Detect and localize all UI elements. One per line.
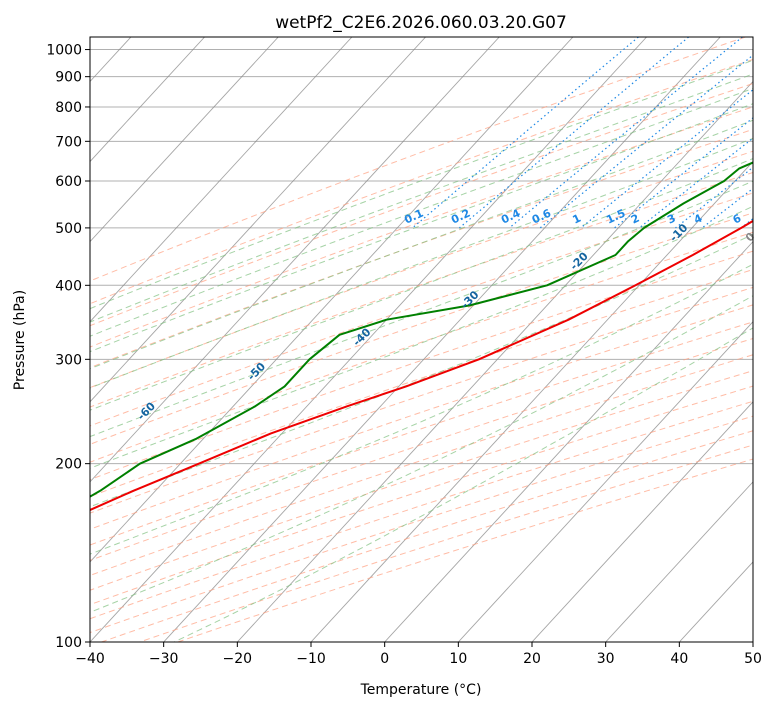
isotherm-line [385,37,775,642]
moist-adiabat [174,37,775,642]
isotherm-label: -60 [135,399,158,422]
dry-adiabat [140,37,775,642]
mixing-ratio-label: 0.4 [499,206,522,226]
dry-adiabat [0,37,745,642]
y-tick-label: 500 [55,221,82,237]
mixing-ratio-label: 0.6 [530,206,553,226]
y-tick-label: 1000 [46,43,82,59]
mixing-ratio-label: 4 [692,211,705,226]
y-tick-label: 900 [55,70,82,86]
dry-adiabat [0,37,775,642]
x-tick-label: 10 [449,651,467,667]
isotherm-line [532,37,775,642]
y-tick-label: 100 [55,635,82,651]
y-tick-label: 600 [55,174,82,190]
isotherm-line [164,37,721,642]
mixing-ratio-label: 1 [571,212,583,227]
dry-adiabat [63,37,775,642]
isotherm-label: -40 [350,325,373,348]
isotherm-line [679,37,775,642]
x-tick-label: −40 [75,651,105,667]
x-tick-label: −10 [296,651,326,667]
y-tick-label: 700 [55,134,82,150]
isotherm-line [311,37,775,642]
mixing-ratio-label: 6 [731,211,744,226]
mixing-ratio-line [509,37,742,228]
x-tick-label: 20 [523,651,541,667]
y-tick-label: 200 [55,457,82,473]
mixing-ratio-label: 0.2 [449,207,472,227]
x-tick-label: 30 [597,651,615,667]
isotherm-line [0,37,499,642]
dry-adiabat [102,37,775,642]
isotherm-label: -20 [568,249,591,272]
mixing-ratio-line [615,37,775,228]
isotherm-line [16,37,573,642]
isotherm-label: -30 [458,288,481,311]
x-axis-label: Temperature (°C) [360,682,482,698]
mixing-ratio-line [413,37,639,228]
y-tick-label: 400 [55,278,82,294]
mixing-ratio-label: 3 [665,212,677,227]
mixing-ratio-label: 2 [629,212,641,227]
y-tick-label: 800 [55,100,82,116]
x-tick-label: −20 [223,651,253,667]
isotherm-line [0,37,278,642]
isotherm-line [0,37,352,642]
isotherm-line [458,37,775,642]
x-tick-label: 40 [670,651,688,667]
mixing-ratio-label: 0.1 [402,207,425,227]
x-tick-label: 50 [744,651,762,667]
isotherm-line [753,37,775,642]
x-tick-label: 0 [380,651,389,667]
y-axis-label: Pressure (hPa) [12,290,28,390]
chart-title: wetPf2_C2E6.2026.060.03.20.G07 [275,13,567,33]
isotherm-line [237,37,775,642]
background-lines [0,37,775,642]
x-tick-label: −30 [149,651,179,667]
mixing-ratio-line [770,37,775,228]
dry-adiabat [178,37,775,642]
plot-frame [90,37,753,642]
mixing-ratio-line [741,37,775,228]
isotherm-line [0,37,57,642]
dry-adiabat-label: 0 [743,230,758,245]
y-tick-label: 300 [55,352,82,368]
